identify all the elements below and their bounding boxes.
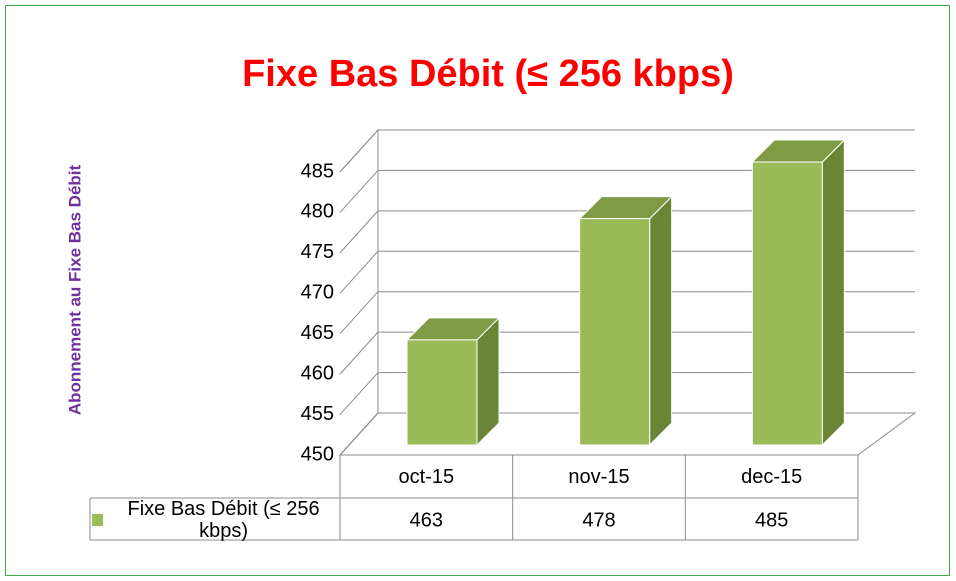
x-tick-label: dec-15 <box>741 466 802 488</box>
bar-side <box>649 195 673 447</box>
side-wall <box>339 128 379 456</box>
table-value: 485 <box>755 509 788 531</box>
bar <box>579 218 651 446</box>
y-tick-label: 475 <box>301 241 334 263</box>
y-tick-label: 480 <box>301 201 334 223</box>
grid-line <box>339 170 379 213</box>
bar <box>751 161 823 446</box>
legend-label: Fixe Bas Débit (≤ 256 kbps) <box>127 498 320 542</box>
y-tick-label: 455 <box>301 403 334 425</box>
grid-line <box>339 412 379 456</box>
legend-entry: Fixe Bas Débit (≤ 256 kbps) <box>92 498 338 542</box>
grid-line <box>339 210 379 254</box>
grid-line <box>339 331 379 375</box>
chart-title: Fixe Bas Débit (≤ 256 kbps) <box>242 53 734 95</box>
bar <box>406 339 478 446</box>
y-tick-label: 485 <box>301 160 334 182</box>
table-value: 463 <box>410 509 443 531</box>
y-tick-label: 470 <box>301 282 334 304</box>
x-tick-label: oct-15 <box>399 466 455 488</box>
y-axis-label: Abonnement au Fixe Bas Débit <box>65 165 84 416</box>
grid-line <box>339 250 379 294</box>
x-tick-label: nov-15 <box>568 466 629 488</box>
y-tick-label: 465 <box>301 322 334 344</box>
grid-line <box>339 291 379 335</box>
bar-side <box>821 138 845 447</box>
grid-line <box>339 129 379 173</box>
y-tick-label: 450 <box>301 443 334 465</box>
y-tick-label: 460 <box>301 362 334 384</box>
table-value: 478 <box>582 509 615 531</box>
legend-swatch <box>92 514 104 526</box>
grid-line <box>339 372 379 415</box>
frame <box>5 5 950 576</box>
